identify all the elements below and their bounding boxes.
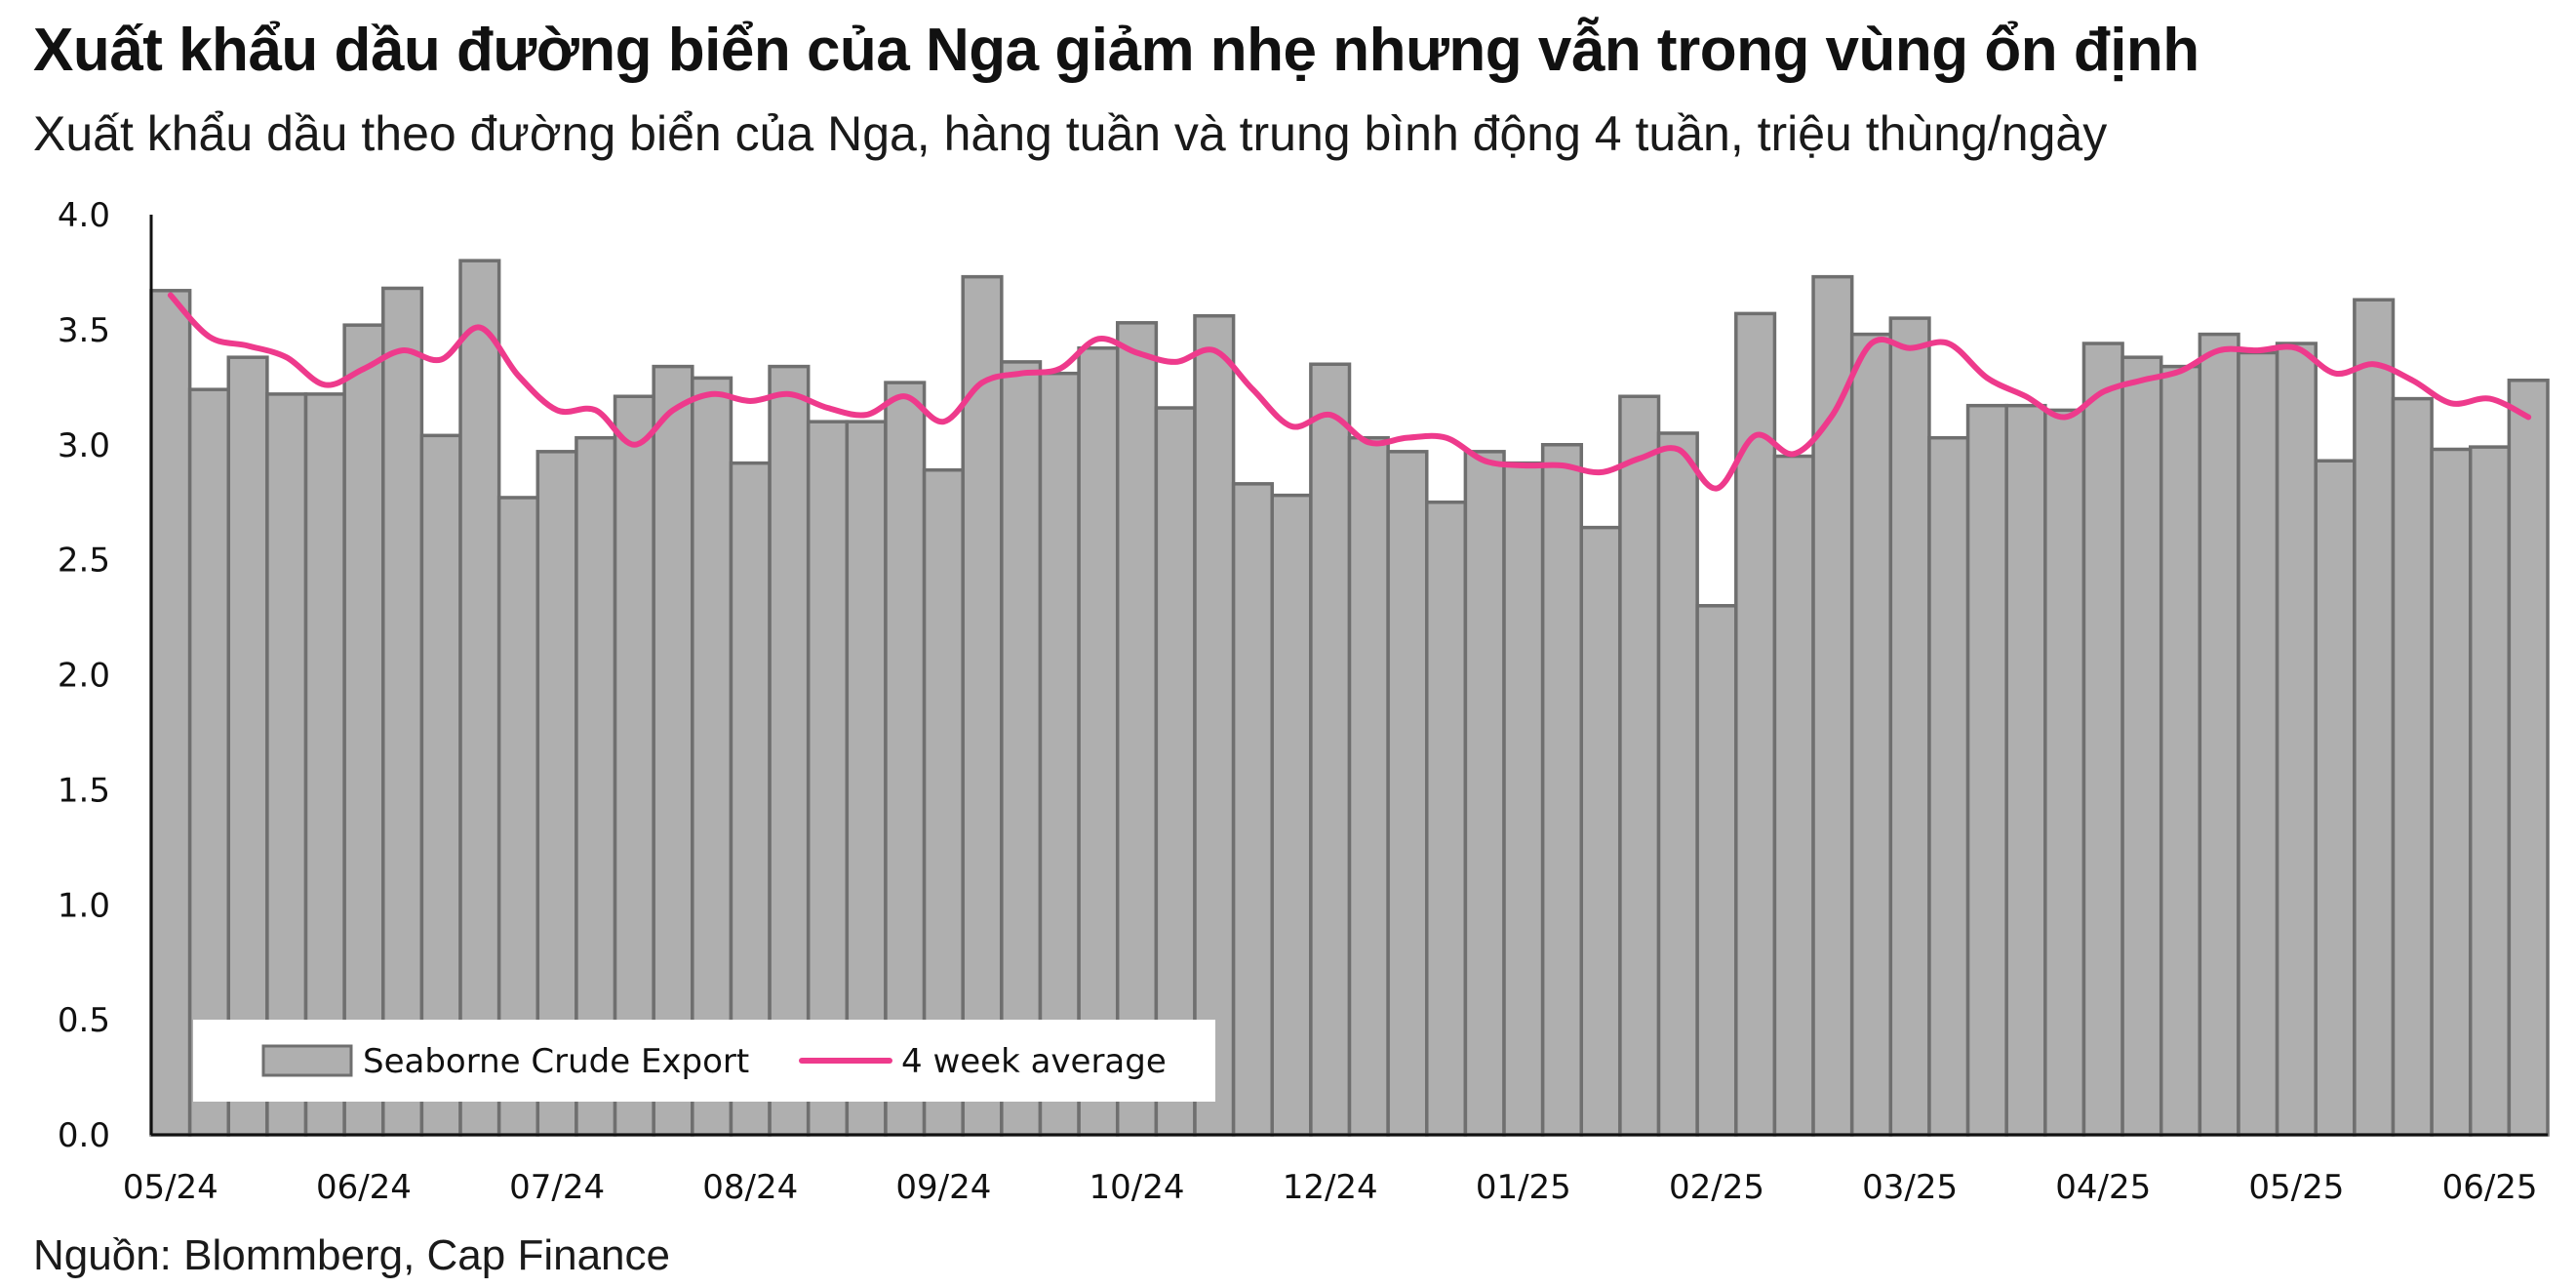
bar	[2198, 332, 2240, 1137]
bar	[1965, 403, 2008, 1137]
bar	[613, 394, 655, 1137]
y-axis-ticks: 0.0 0.5 1.0 1.5 2.0 2.5 3.0 3.5 4.0	[58, 196, 110, 1155]
y-tick-label: 0.5	[58, 1001, 110, 1040]
y-tick-label: 0.0	[58, 1116, 110, 1155]
bar	[1927, 435, 1970, 1137]
x-tick-label: 07/24	[509, 1168, 605, 1207]
bar	[1386, 450, 1429, 1137]
bar	[1231, 482, 1274, 1137]
bar	[342, 323, 385, 1137]
bar	[2275, 342, 2318, 1137]
bar	[2507, 378, 2550, 1137]
bar	[226, 355, 269, 1137]
bar	[2237, 350, 2279, 1137]
y-tick-label: 1.0	[58, 886, 110, 925]
x-axis-ticks: 05/24 06/24 07/24 08/24 09/24 10/24 12/24 01/25…	[123, 1168, 2538, 1207]
axes	[149, 215, 2548, 1137]
source-note: Nguồn: Blommberg, Cap Finance	[33, 1231, 670, 1279]
bar-series	[149, 259, 2550, 1137]
bar	[1618, 394, 1661, 1137]
bar	[1772, 454, 1815, 1137]
bar	[2004, 403, 2047, 1137]
bar	[2043, 408, 2086, 1137]
y-tick-label: 2.0	[58, 657, 110, 696]
y-tick-label: 4.0	[58, 196, 110, 235]
bar	[884, 381, 927, 1137]
bar	[1463, 450, 1506, 1137]
bar	[1579, 525, 1622, 1137]
y-tick-label: 3.0	[58, 426, 110, 465]
bar	[1811, 274, 1854, 1137]
bar	[2081, 342, 2124, 1137]
bar	[2120, 355, 2163, 1137]
x-tick-label: 05/25	[2248, 1168, 2344, 1207]
bar	[2314, 459, 2357, 1137]
legend-bar-swatch	[261, 1044, 353, 1077]
bar	[149, 289, 192, 1137]
legend-box	[193, 1020, 1215, 1102]
x-tick-label: 06/25	[2442, 1168, 2538, 1207]
y-tick-label: 3.5	[58, 311, 110, 350]
x-tick-label: 10/24	[1090, 1168, 1185, 1207]
legend-label-bars: Seaborne Crude Export	[363, 1042, 749, 1081]
bar	[2159, 364, 2202, 1137]
bar	[1695, 604, 1738, 1137]
bar	[961, 274, 1004, 1137]
bar	[1309, 362, 1352, 1137]
bar	[458, 259, 501, 1137]
bar	[1193, 313, 1236, 1137]
x-tick-label: 04/25	[2055, 1168, 2151, 1207]
bar	[1115, 321, 1159, 1137]
legend-label-line: 4 week average	[901, 1042, 1167, 1081]
bar	[1077, 345, 1120, 1137]
bar	[1000, 360, 1043, 1137]
bar	[381, 286, 424, 1137]
average-line	[167, 292, 2532, 492]
bar	[2430, 447, 2473, 1137]
bar	[1888, 316, 1931, 1137]
x-tick-label: 08/24	[702, 1168, 798, 1207]
bar	[1502, 461, 1545, 1137]
x-tick-label: 05/24	[123, 1168, 218, 1207]
x-tick-label: 02/25	[1669, 1168, 1764, 1207]
x-tick-label: 12/24	[1283, 1168, 1378, 1207]
bar	[1425, 500, 1468, 1137]
x-tick-label: 03/25	[1862, 1168, 1958, 1207]
bar	[1540, 443, 1584, 1137]
bar	[768, 364, 811, 1137]
bar	[1849, 332, 1893, 1137]
bar	[1270, 493, 1313, 1137]
bar	[1656, 431, 1699, 1137]
bar	[2391, 396, 2434, 1137]
bar	[1347, 435, 1390, 1137]
bar	[2468, 445, 2512, 1137]
x-tick-label: 06/24	[316, 1168, 412, 1207]
legend: Seaborne Crude Export 4 week average	[193, 1020, 1215, 1102]
y-tick-label: 2.5	[58, 542, 110, 581]
chart-subtitle: Xuất khẩu dầu theo đường biển của Nga, h…	[33, 106, 2108, 161]
chart-title: Xuất khẩu dầu đường biển của Nga giảm nh…	[33, 17, 2200, 84]
x-tick-label: 09/24	[895, 1168, 991, 1207]
bar	[2353, 298, 2396, 1137]
x-tick-label: 01/25	[1476, 1168, 1571, 1207]
bar	[845, 420, 888, 1137]
y-tick-label: 1.5	[58, 771, 110, 810]
bar	[652, 364, 694, 1137]
